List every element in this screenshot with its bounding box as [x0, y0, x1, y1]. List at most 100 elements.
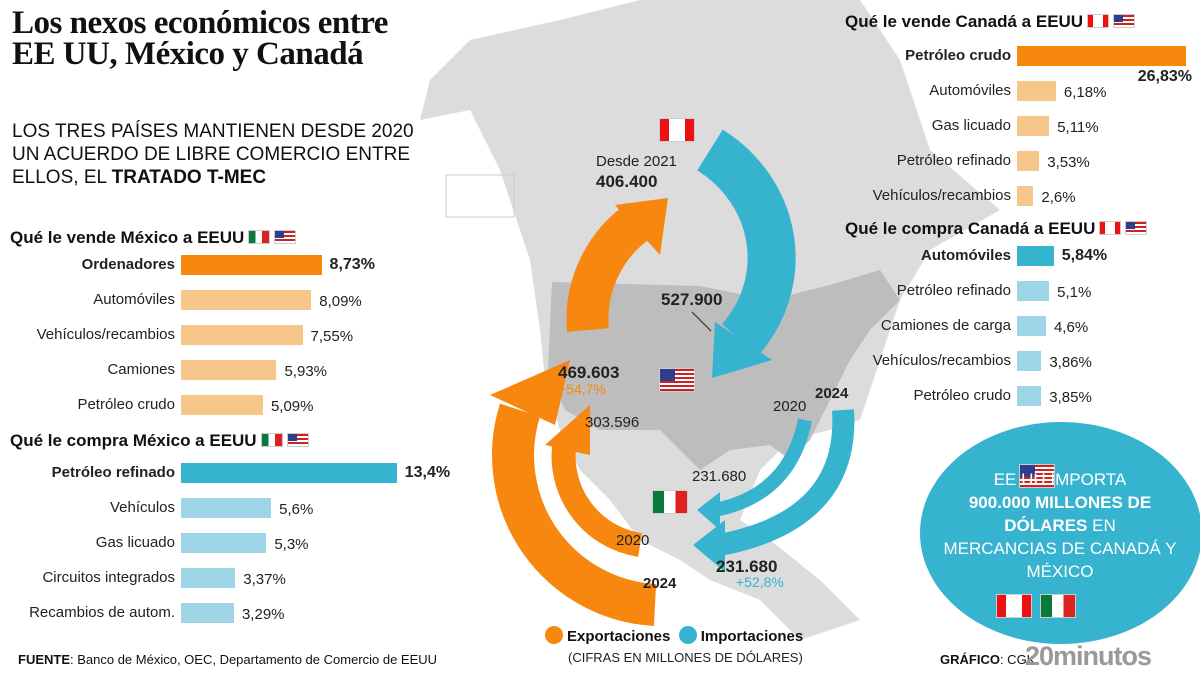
credit: GRÁFICO: CGK: [940, 652, 1035, 667]
bar-value: 3,85%: [1049, 389, 1092, 406]
mexico-import-arrowhead-2024: [693, 520, 725, 572]
us-flag-icon: [1125, 221, 1148, 235]
bar-value: 6,18%: [1063, 84, 1107, 101]
mexico-flag-icon: [248, 230, 271, 244]
arrowhead-2020: [545, 405, 590, 455]
mexico-import-2024-value: 231.680: [716, 557, 778, 576]
bar-value: 5,84%: [1061, 247, 1108, 264]
bar-label: Petróleo refinado: [51, 464, 175, 481]
summary-line: EN: [1092, 516, 1116, 535]
us-flag-icon: [1113, 14, 1136, 28]
summary-line: MERCANCIAS DE CANADÁ Y MÉXICO: [943, 539, 1177, 581]
mexico-flag-icon: [652, 490, 688, 514]
bar-label: Petróleo refinado: [896, 282, 1011, 299]
bar-value: 3,53%: [1047, 154, 1090, 171]
source: FUENTE: Banco de México, OEC, Departamen…: [18, 652, 437, 667]
chart-heading-canada-sells: Qué le vende Canadá a EEUU: [845, 12, 1136, 32]
brand-logo: 20minutos: [1025, 641, 1152, 671]
summary-text: EE UU IMPORTA 900.000 MILLONES DE DÓLARE…: [925, 468, 1195, 583]
bar: [181, 255, 322, 275]
bar-label: Automóviles: [929, 82, 1011, 99]
credit-text: : CGK: [999, 652, 1036, 667]
bar-value: 13,4%: [404, 464, 451, 481]
mexico-import-2020-value: 231.680: [692, 468, 747, 485]
bar: [181, 463, 397, 483]
bar: [1017, 386, 1042, 406]
chart-heading-canada-buys: Qué le compra Canadá a EEUU: [845, 219, 1148, 239]
bar: [1017, 351, 1042, 371]
mexico-import-arrow-2020: [713, 418, 812, 517]
bar: [181, 498, 272, 518]
bar-value: 3,37%: [243, 571, 286, 588]
mexico-import-arrowhead-2020: [697, 492, 720, 530]
bar: [181, 533, 267, 553]
source-label: FUENTE: [18, 652, 70, 667]
mexico-export-change: +54,7%: [558, 381, 606, 397]
bar-label: Petróleo crudo: [905, 47, 1011, 64]
imports-legend-dot: [678, 626, 697, 644]
canada-since-label: Desde 2021: [596, 153, 677, 170]
legend: Exportaciones Importaciones: [545, 626, 803, 645]
bar: [1017, 186, 1034, 206]
bar-value: 8,09%: [319, 293, 362, 310]
bar: [1017, 81, 1056, 101]
mexico-import-arrow-2024: [717, 409, 855, 556]
us-flag-icon: [286, 433, 309, 447]
units-note: (CIFRAS EN MILLONES DE DÓLARES): [568, 650, 803, 665]
bar: [1017, 316, 1046, 336]
bar-label: Vehículos/recambios: [36, 326, 175, 343]
bar-value: 8,73%: [329, 256, 375, 273]
year-2024-import: 2024: [815, 385, 849, 402]
bar-label: Petróleo crudo: [913, 387, 1011, 404]
bar-value: 5,09%: [270, 398, 314, 415]
bar-value: 2,6%: [1041, 189, 1076, 206]
bar-label: Vehículos/recambios: [872, 187, 1011, 204]
bar-label: Circuitos integrados: [42, 569, 175, 586]
bar: [181, 360, 277, 380]
bar: [181, 395, 263, 415]
arrowhead-2024: [490, 360, 570, 425]
bar: [1017, 46, 1187, 66]
bar: [1017, 151, 1040, 171]
mexico-export-2024-value: 469.603: [558, 363, 620, 382]
heading-text: Qué le vende México a EEUU: [10, 228, 245, 247]
subtitle-text: LOS TRES PAÍSES MANTIENEN DESDE 2020 UN …: [12, 121, 414, 188]
heading-text: Qué le vende Canadá a EEUU: [845, 12, 1084, 31]
summary-bold: 900.000 MILLONES DE DÓLARES: [968, 493, 1152, 535]
bar: [181, 325, 303, 345]
bar-label: Camiones de carga: [880, 317, 1011, 334]
bar-value: 7,55%: [310, 328, 354, 345]
bar-label: Automóviles: [93, 291, 175, 308]
bar-value: 3,86%: [1049, 354, 1092, 371]
year-2020-import: 2020: [773, 398, 807, 415]
bar-label: Petróleo crudo: [77, 396, 175, 413]
canada-flag-icon: [659, 118, 695, 142]
bar-value: 4,6%: [1053, 319, 1089, 336]
mexico-export-arrow-2020: [551, 437, 643, 557]
bar: [181, 568, 236, 588]
canada-import-value: 527.900: [661, 290, 723, 309]
canada-export-arrow: [566, 202, 653, 332]
bar-label: Automóviles: [920, 247, 1011, 264]
subtitle-bold: TRATADO T-MEC: [111, 167, 267, 188]
bar-label: Petróleo refinado: [896, 152, 1011, 169]
bar-label: Camiones: [107, 361, 175, 378]
canada-flag-icon: [1099, 221, 1122, 235]
canada-import-arrowhead: [712, 322, 772, 378]
bar-value: 5,6%: [279, 501, 314, 518]
page-title: Los nexos económicos entre EE UU, México…: [12, 5, 388, 72]
bar-label: Ordenadores: [81, 256, 175, 273]
bar-label: Recambios de autom.: [29, 604, 175, 621]
legend-exports: Exportaciones: [567, 628, 671, 645]
leader-line: [691, 311, 712, 332]
bar-value: 5,11%: [1057, 119, 1099, 136]
bar: [1017, 246, 1054, 266]
mexico-export-2020-value: 303.596: [585, 414, 640, 431]
chart-heading-mexico-buys: Qué le compra México a EEUU: [10, 431, 309, 451]
canada-export-arrowhead: [615, 198, 668, 255]
hawaii-inset: [445, 174, 515, 218]
chart-heading-mexico-sells: Qué le vende México a EEUU: [10, 228, 297, 248]
bar: [1017, 116, 1050, 136]
bar-value: 5,93%: [284, 363, 328, 380]
